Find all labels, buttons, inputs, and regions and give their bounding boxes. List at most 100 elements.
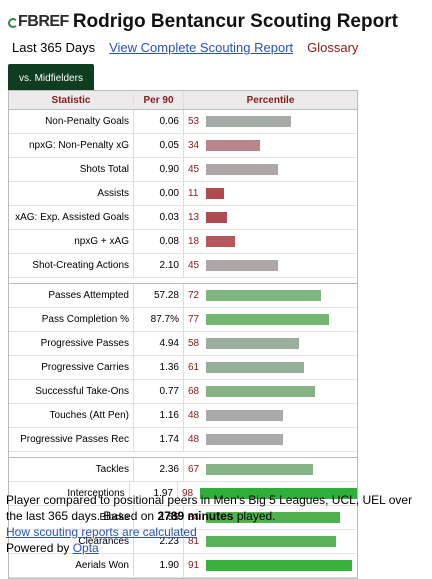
note-text-end: played. [233, 509, 276, 523]
percentile-bar [206, 260, 278, 271]
table-row: npxG: Non-Penalty xG 0.05 34 [9, 134, 357, 158]
table-row: Successful Take-Ons 0.77 68 [9, 380, 357, 404]
per90-value: 1.90 [133, 554, 183, 577]
percentile-bar [206, 362, 304, 373]
header-percentile: Percentile [183, 91, 357, 109]
per90-value: 0.08 [133, 230, 183, 253]
per90-value: 57.28 [133, 284, 183, 307]
percentile-cell: 45 [183, 158, 357, 181]
percentile-bar [206, 140, 260, 151]
stat-name: npxG: Non-Penalty xG [28, 140, 129, 151]
percentile-cell: 18 [183, 230, 357, 253]
percentile-bar [206, 188, 224, 199]
fbref-logo-mark-icon [8, 17, 18, 28]
header-percentile-label: Percentile [246, 94, 295, 106]
percentile-cell: 53 [183, 110, 357, 133]
view-complete-report-link[interactable]: View Complete Scouting Report [109, 40, 294, 55]
tab-label: vs. Midfielders [19, 72, 83, 84]
table-row: npxG + xAG 0.08 18 [9, 230, 357, 254]
percentile-value: 61 [188, 362, 200, 373]
table-row: Progressive Passes Rec 1.74 48 [9, 428, 357, 452]
percentile-bar [206, 434, 283, 445]
glossary-link[interactable]: Glossary [307, 40, 359, 55]
table-row: Non-Penalty Goals 0.06 53 [9, 110, 357, 134]
note-text: Player compared to positional peers in M… [6, 493, 413, 523]
percentile-cell: 68 [183, 380, 357, 403]
percentile-value: 11 [188, 188, 199, 199]
percentile-bar [206, 290, 321, 301]
stat-name: Successful Take-Ons [35, 386, 129, 397]
percentile-bar [206, 560, 352, 571]
table-row: Aerials Won 1.90 91 [9, 554, 357, 578]
percentile-value: 91 [188, 560, 200, 571]
percentile-value: 98 [182, 488, 194, 499]
page-title: Rodrigo Bentancur Scouting Report [72, 11, 398, 32]
stat-name: Progressive Carries [41, 362, 129, 373]
percentile-cell: 72 [183, 284, 357, 307]
percentile-bar [206, 512, 340, 523]
header-per90: Per 90 [133, 94, 183, 106]
percentile-bar [206, 338, 299, 349]
per90-value: 1.97 [128, 482, 177, 505]
per90-value: 0.90 [133, 158, 183, 181]
stat-name: Tackles [95, 464, 129, 475]
percentile-cell: 48 [183, 404, 357, 427]
percentile-value: 68 [188, 386, 200, 397]
percentile-bar [206, 236, 235, 247]
stat-name: Progressive Passes [40, 338, 129, 349]
powered-by: Powered by Opta [6, 540, 426, 556]
stat-name: Non-Penalty Goals [45, 116, 129, 127]
percentile-cell: 13 [183, 206, 357, 229]
table-row: Blocks 1.55 84 [9, 506, 357, 530]
stat-name: Assists [97, 188, 129, 199]
powered-by-label: Powered by [6, 541, 73, 555]
table-row: Pass Completion % 87.7% 77 [9, 308, 357, 332]
table-row: Interceptions 1.97 98 [9, 482, 357, 506]
header-statistic: Statistic [51, 94, 91, 106]
stat-name: Pass Completion % [41, 314, 129, 325]
percentile-bar [206, 386, 315, 397]
page-header: FBREF Rodrigo Bentancur Scouting Report [8, 8, 398, 36]
stat-name: Blocks [99, 512, 129, 523]
per90-value: 2.10 [133, 254, 183, 277]
stat-name: Shots Total [79, 164, 129, 175]
footer: Player compared to positional peers in M… [6, 492, 426, 556]
comparison-note: Player compared to positional peers in M… [6, 492, 426, 524]
logo-text: FBREF [18, 13, 69, 30]
fbref-logo[interactable]: FBREF [8, 13, 69, 31]
stat-name: npxG + xAG [74, 236, 129, 247]
minutes-played: 2789 minutes [157, 509, 234, 523]
percentile-cell: 91 [183, 554, 357, 577]
per90-value: 0.77 [133, 380, 183, 403]
how-calculated-link[interactable]: How scouting reports are calculated [6, 525, 197, 539]
table-row: Progressive Passes 4.94 58 [9, 332, 357, 356]
per90-value: 1.55 [133, 506, 183, 529]
percentile-value: 81 [188, 536, 200, 547]
percentile-cell: 84 [183, 506, 357, 529]
per90-value: 1.16 [133, 404, 183, 427]
percentile-cell: 34 [183, 134, 357, 157]
stat-name: Progressive Passes Rec [20, 434, 129, 445]
percentile-value: 13 [188, 212, 200, 223]
percentile-cell: 77 [183, 308, 357, 331]
percentile-bar [206, 164, 278, 175]
percentile-bar [206, 410, 283, 421]
per90-value: 0.00 [133, 182, 183, 205]
report-subnav: Last 365 Days View Complete Scouting Rep… [12, 40, 358, 55]
opta-link[interactable]: Opta [72, 541, 99, 555]
group-separator [9, 452, 357, 458]
per90-value: 2.36 [133, 458, 183, 481]
tab-vs-midfielders[interactable]: vs. Midfielders [8, 64, 94, 92]
per90-value: 0.06 [133, 110, 183, 133]
stat-name: Passes Attempted [48, 290, 129, 301]
table-row: Progressive Carries 1.36 61 [9, 356, 357, 380]
stat-name: Aerials Won [75, 560, 129, 571]
per90-value: 1.36 [133, 356, 183, 379]
percentile-cell: 11 [183, 182, 357, 205]
percentile-cell: 58 [183, 332, 357, 355]
percentile-cell: 81 [183, 530, 357, 553]
table-row: Shot-Creating Actions 2.10 45 [9, 254, 357, 278]
percentile-cell: 98 [177, 482, 357, 505]
group-separator [9, 278, 357, 284]
percentile-bar [206, 314, 329, 325]
